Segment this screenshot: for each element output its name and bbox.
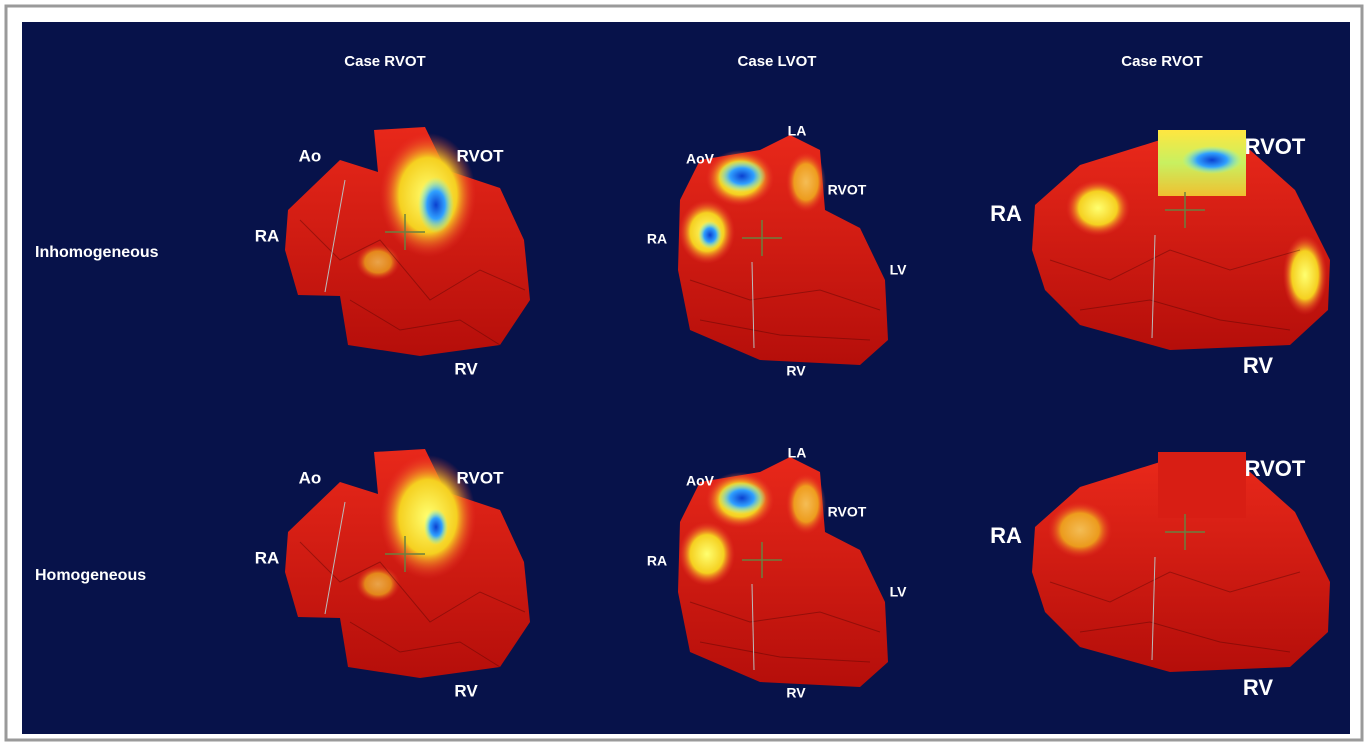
cold-spot	[718, 160, 766, 192]
cold-spot	[698, 221, 722, 249]
anatomy-label: RV	[1243, 675, 1273, 700]
anatomy-label: RVOT	[828, 504, 867, 520]
page: Case RVOT Case LVOT Case RVOT Inhomogene…	[0, 0, 1368, 746]
hot-spot	[786, 152, 826, 212]
anatomy-label: RV	[786, 685, 806, 701]
anatomy-label: RVOT	[457, 468, 505, 487]
anatomy-label: LA	[788, 123, 807, 139]
anatomy-label: RVOT	[1245, 456, 1306, 481]
column-header: Case RVOT	[1121, 53, 1202, 70]
anatomy-label: RA	[647, 553, 667, 569]
anatomy-label: RA	[990, 523, 1022, 548]
hot-spot	[1283, 235, 1327, 315]
anatomy-label: LA	[788, 445, 807, 461]
row-label: Inhomogeneous	[35, 244, 159, 261]
outflow-tract	[1158, 452, 1246, 518]
column-header: Case RVOT	[344, 53, 425, 70]
anatomy-label: RVOT	[1245, 134, 1306, 159]
cold-spot	[424, 509, 448, 545]
anatomy-label: Ao	[299, 146, 322, 165]
anatomy-label: RVOT	[828, 182, 867, 198]
anatomy-label: RA	[990, 201, 1022, 226]
anatomy-label: RV	[454, 359, 478, 378]
hot-spot	[356, 566, 400, 602]
cold-spot	[418, 177, 454, 233]
hot-spot	[786, 474, 826, 534]
hot-spot	[1066, 180, 1130, 236]
cold-spot	[718, 482, 766, 514]
anatomy-label: LV	[890, 262, 908, 278]
hot-spot	[356, 244, 400, 280]
anatomy-label: RV	[786, 363, 806, 379]
hot-spot	[1048, 502, 1112, 558]
figure: Case RVOT Case LVOT Case RVOT Inhomogene…	[0, 0, 1368, 746]
anatomy-label: RV	[1243, 353, 1273, 378]
anatomy-label: Ao	[299, 468, 322, 487]
anatomy-label: RA	[255, 548, 280, 567]
anatomy-label: RA	[255, 226, 280, 245]
anatomy-label: RV	[454, 681, 478, 700]
anatomy-label: RA	[647, 231, 667, 247]
anatomy-label: AoV	[686, 151, 715, 167]
cold-spot	[1182, 146, 1242, 174]
anatomy-label: AoV	[686, 473, 715, 489]
anatomy-label: LV	[890, 584, 908, 600]
anatomy-label: RVOT	[457, 146, 505, 165]
hot-spot	[679, 522, 735, 586]
column-header: Case LVOT	[738, 53, 817, 70]
row-label: Homogeneous	[35, 567, 146, 584]
